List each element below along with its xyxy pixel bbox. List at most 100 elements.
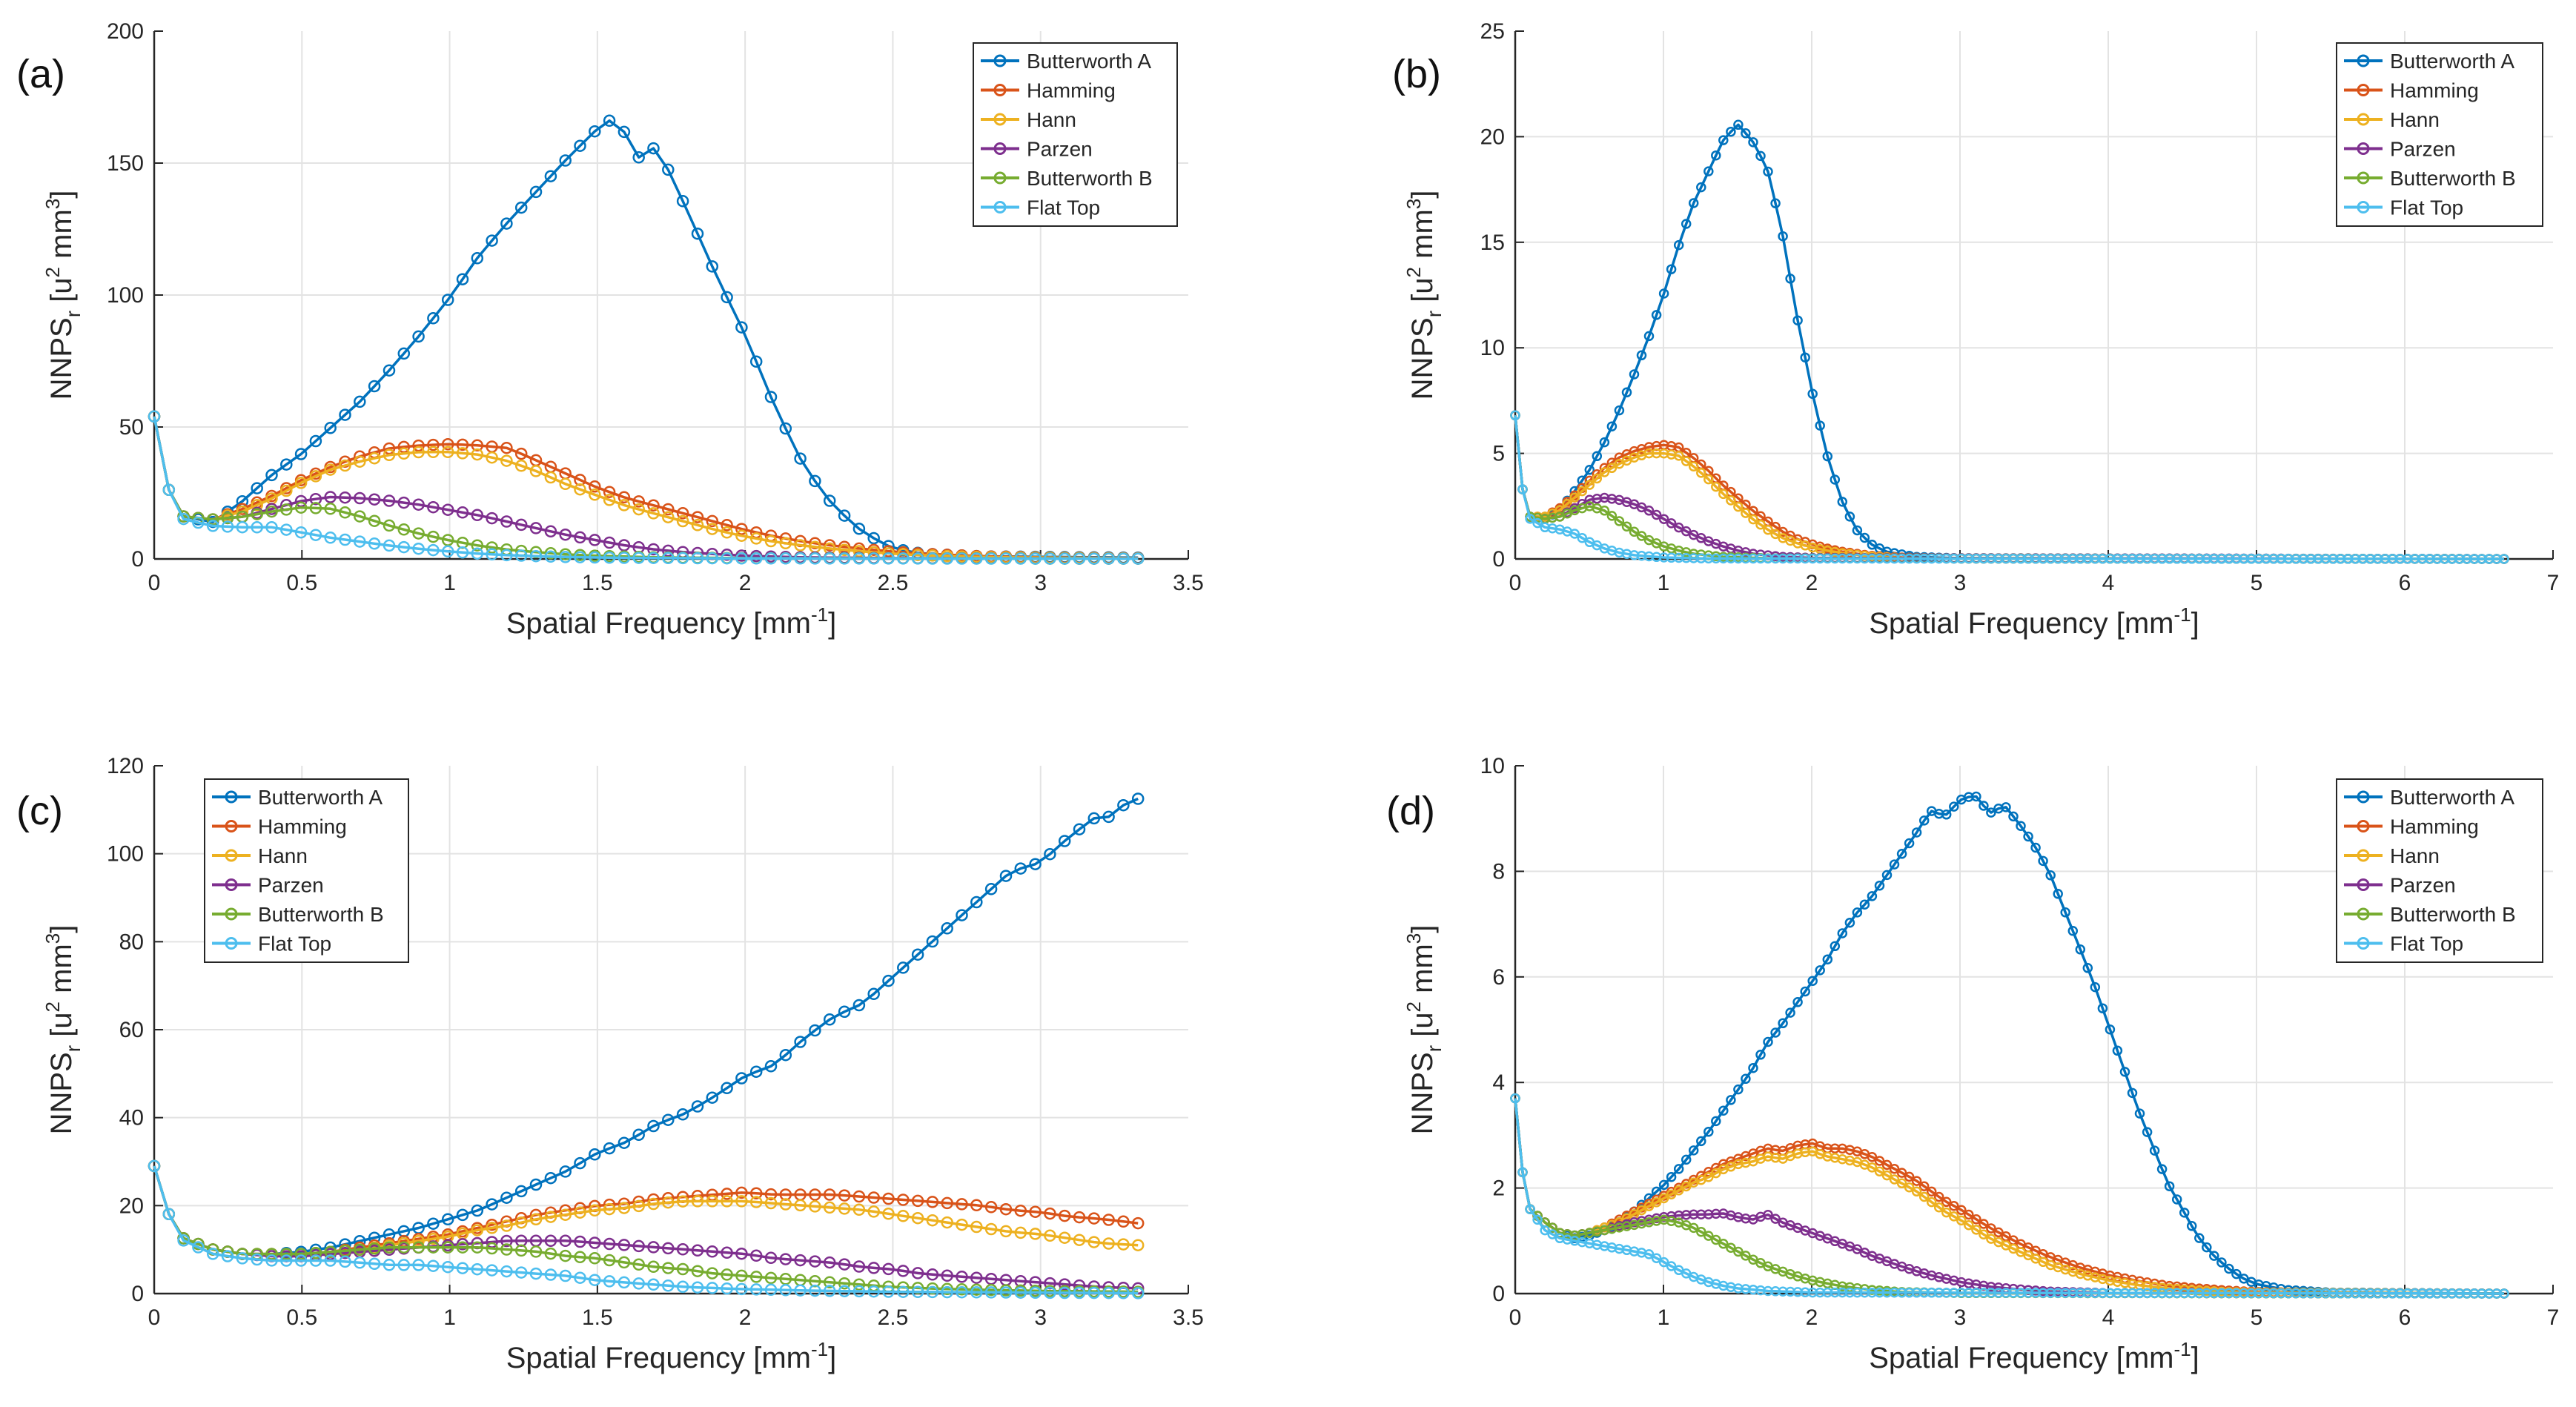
data-point bbox=[632, 495, 645, 508]
data-point bbox=[1718, 489, 1729, 500]
data-point bbox=[941, 1269, 953, 1282]
y-tick-label: 60 bbox=[119, 1018, 144, 1042]
data-point bbox=[662, 544, 675, 557]
y-axis-label-main: NNPS bbox=[45, 317, 78, 400]
data-point bbox=[852, 999, 866, 1012]
data-point bbox=[1718, 135, 1729, 145]
data-point bbox=[1073, 1211, 1086, 1224]
data-point bbox=[1131, 1239, 1145, 1251]
data-point bbox=[265, 505, 278, 518]
y-axis-label-sup3: 3 bbox=[1403, 933, 1425, 944]
data-point bbox=[2001, 802, 2011, 812]
data-point bbox=[647, 1260, 660, 1274]
data-point bbox=[1658, 1193, 1669, 1204]
data-point bbox=[427, 312, 440, 325]
data-point bbox=[589, 480, 601, 493]
data-point bbox=[809, 474, 821, 488]
x-tick-label: 1 bbox=[1658, 1305, 1670, 1330]
data-point bbox=[926, 552, 939, 565]
data-point bbox=[1971, 1225, 1981, 1235]
data-point bbox=[368, 380, 381, 393]
data-point bbox=[471, 252, 484, 265]
data-point bbox=[617, 552, 631, 564]
data-point bbox=[2149, 1145, 2160, 1156]
data-point bbox=[662, 1113, 675, 1126]
data-point bbox=[852, 1285, 866, 1298]
data-point bbox=[617, 125, 631, 139]
data-point bbox=[397, 440, 411, 454]
data-point bbox=[721, 1246, 733, 1259]
data-point bbox=[749, 1249, 763, 1262]
data-point bbox=[354, 395, 366, 408]
data-point bbox=[1874, 880, 1885, 891]
data-point bbox=[735, 552, 748, 565]
data-point bbox=[970, 895, 983, 909]
data-point bbox=[1726, 495, 1736, 506]
data-point bbox=[662, 552, 675, 565]
data-point bbox=[721, 519, 733, 532]
data-point bbox=[383, 1259, 396, 1271]
data-point bbox=[882, 1262, 895, 1276]
data-point bbox=[779, 1048, 792, 1062]
x-axis-label-main: Spatial Frequency [mm bbox=[1869, 607, 2173, 640]
data-point bbox=[647, 1278, 660, 1291]
data-point bbox=[735, 1282, 748, 1296]
data-point bbox=[1117, 1287, 1130, 1300]
data-point bbox=[721, 549, 733, 561]
data-point bbox=[1651, 310, 1662, 320]
data-point bbox=[882, 1285, 895, 1298]
panel-label: (a) bbox=[16, 52, 65, 96]
data-point bbox=[2060, 907, 2070, 918]
data-point bbox=[177, 1234, 190, 1247]
data-point bbox=[1911, 827, 1922, 838]
data-point bbox=[309, 434, 322, 448]
data-point bbox=[544, 525, 557, 538]
data-point bbox=[1044, 1286, 1056, 1300]
data-point bbox=[1629, 526, 1640, 537]
data-point bbox=[2216, 1257, 2227, 1268]
x-axis-label-main: Spatial Frequency [mm bbox=[506, 607, 811, 640]
legend: Butterworth A Hamming Hann Parzen Butterwort… bbox=[204, 778, 409, 963]
data-point bbox=[706, 552, 719, 565]
data-point bbox=[412, 527, 425, 540]
legend-label: Hamming bbox=[2390, 815, 2479, 838]
legend-label: Hamming bbox=[258, 815, 347, 838]
data-point bbox=[662, 163, 675, 176]
data-point bbox=[1058, 1278, 1071, 1291]
data-point bbox=[647, 1197, 660, 1211]
legend-label: Butterworth A bbox=[258, 786, 383, 809]
data-point bbox=[574, 1251, 586, 1264]
legend-box bbox=[2336, 778, 2543, 963]
data-point bbox=[1636, 531, 1647, 541]
data-point bbox=[999, 1202, 1013, 1216]
data-point bbox=[1621, 521, 1632, 532]
data-point bbox=[632, 1277, 645, 1290]
data-point bbox=[1741, 1251, 1751, 1261]
data-point bbox=[486, 541, 498, 554]
data-point bbox=[779, 552, 792, 565]
y-tick-label: 10 bbox=[1480, 336, 1505, 360]
data-point bbox=[1941, 810, 1952, 820]
data-point bbox=[559, 1165, 572, 1178]
data-point bbox=[383, 539, 396, 552]
data-point bbox=[2209, 1251, 2219, 1261]
x-tick-label: 4 bbox=[2102, 571, 2115, 595]
data-point bbox=[926, 1268, 939, 1281]
data-point bbox=[2016, 821, 2026, 831]
data-point bbox=[1584, 465, 1595, 475]
data-point bbox=[1073, 823, 1086, 835]
data-point bbox=[1606, 511, 1618, 521]
data-point bbox=[2119, 1067, 2130, 1077]
data-point bbox=[706, 1282, 719, 1294]
y-axis-label: NNPSr [u2 mm3] bbox=[42, 191, 85, 400]
y-tick-label: 4 bbox=[1492, 1070, 1505, 1095]
legend-marker bbox=[993, 201, 1007, 213]
y-tick-label: 50 bbox=[119, 415, 144, 440]
data-point bbox=[706, 514, 719, 528]
data-point bbox=[647, 507, 660, 520]
data-point bbox=[1688, 1145, 1699, 1156]
data-point bbox=[838, 1258, 851, 1271]
x-tick-label: 0.5 bbox=[286, 1305, 317, 1330]
data-point bbox=[984, 552, 998, 565]
data-point bbox=[1673, 451, 1684, 461]
